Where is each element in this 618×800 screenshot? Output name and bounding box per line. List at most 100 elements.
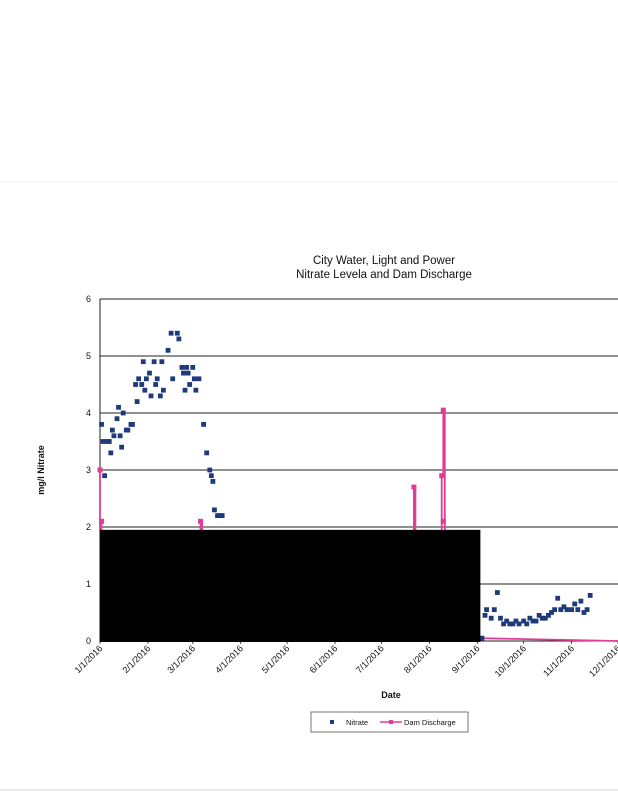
nitrate-point: [136, 376, 142, 382]
chart-title-line1: City Water, Light and Power: [313, 255, 455, 267]
nitrate-point: [159, 359, 165, 365]
nitrate-point: [196, 376, 202, 382]
legend: Nitrate Dam Discharge: [310, 711, 469, 733]
nitrate-point: [494, 590, 500, 595]
y-tick-label: 2: [86, 522, 91, 532]
nitrate-point: [482, 612, 488, 618]
nitrate-point: [165, 347, 171, 353]
nitrate-point: [133, 382, 138, 387]
nitrate-point: [530, 618, 536, 624]
y-tick-label: 4: [86, 408, 91, 418]
nitrate-point: [151, 359, 157, 365]
nitrate-point: [572, 601, 578, 607]
nitrate-point: [219, 513, 225, 518]
nitrate-point: [516, 621, 522, 627]
nitrate-point: [569, 607, 575, 613]
nitrate-point: [168, 330, 174, 336]
nitrate-point: [170, 376, 176, 382]
nitrate-point: [479, 635, 485, 641]
nitrate-point: [191, 376, 197, 382]
nitrate-point: [117, 433, 123, 439]
nitrate-point: [154, 376, 160, 382]
nitrate-point: [527, 615, 533, 621]
nitrate-point: [501, 621, 506, 627]
legend-nitrate-marker: [330, 720, 334, 724]
nitrate-point: [187, 382, 193, 387]
dam-discharge-point: [440, 518, 446, 524]
nitrate-point: [119, 444, 125, 450]
nitrate-point: [134, 399, 140, 404]
dam-discharge-point: [97, 467, 103, 473]
nitrate-point: [130, 422, 135, 427]
dam-discharge-point: [99, 518, 105, 524]
chart-title-line2: Nitrate Levela and Dam Discharge: [296, 269, 472, 281]
nitrate-point: [176, 336, 182, 342]
nitrate-point: [179, 365, 185, 370]
nitrate-point: [201, 422, 206, 427]
nitrate-point: [108, 450, 114, 456]
nitrate-point: [147, 370, 152, 376]
nitrate-point: [100, 439, 106, 444]
dam-discharge-point: [411, 484, 417, 490]
y-tick-label: 3: [86, 465, 91, 475]
nitrate-point: [561, 604, 567, 610]
nitrate-point: [504, 618, 510, 624]
nitrate-point: [204, 450, 210, 456]
y-tick-label: 0: [86, 636, 91, 646]
nitrate-point: [106, 439, 112, 444]
nitrate-point: [210, 479, 216, 484]
nitrate-point: [555, 595, 561, 601]
nitrate-point: [215, 513, 220, 518]
nitrate-point: [498, 615, 503, 621]
nitrate-point: [99, 422, 104, 427]
redaction-block: [100, 529, 481, 642]
nitrate-point: [140, 359, 146, 365]
nitrate-point: [212, 507, 217, 513]
dam-discharge-point: [440, 407, 446, 413]
nitrate-point: [575, 607, 581, 613]
nitrate-point: [491, 607, 497, 613]
nitrate-point: [142, 387, 148, 393]
nitrate-point: [488, 615, 494, 621]
nitrate-point: [507, 621, 513, 627]
nitrate-point: [120, 410, 126, 416]
nitrate-point: [148, 393, 154, 399]
nitrate-point: [584, 607, 590, 613]
nitrate-point: [185, 370, 191, 376]
nitrate-point: [190, 365, 196, 370]
nitrate-point: [193, 387, 199, 393]
nitrate-point: [587, 593, 593, 598]
nitrate-point: [139, 382, 145, 387]
nitrate-point: [542, 615, 548, 621]
y-tick-labels: 0 1 2 3 4 5 6: [86, 294, 91, 646]
dam-discharge-point: [439, 473, 445, 479]
legend-discharge-label: Dam Discharge: [404, 718, 456, 727]
nitrate-point: [521, 618, 527, 624]
legend-discharge-marker: [389, 720, 393, 724]
nitrate-point: [174, 330, 180, 336]
y-tick-label: 1: [86, 579, 91, 589]
nitrate-point: [552, 607, 558, 613]
nitrate-point: [157, 393, 163, 399]
nitrate-point: [125, 427, 131, 433]
y-tick-label: 6: [86, 294, 91, 304]
nitrate-point: [116, 404, 121, 410]
nitrate-point: [524, 621, 530, 627]
legend-nitrate-label: Nitrate: [346, 718, 368, 727]
nitrate-point: [208, 473, 214, 479]
nitrate-point: [114, 416, 120, 422]
nitrate-point: [184, 365, 189, 370]
nitrate-point: [513, 618, 519, 624]
nitrate-point: [153, 382, 159, 387]
dam-discharge-point: [198, 518, 204, 524]
nitrate-point: [109, 427, 115, 433]
nitrate-point: [182, 387, 188, 393]
nitrate-point: [143, 376, 149, 382]
nitrate-point: [549, 610, 554, 615]
nitrate-point: [160, 387, 166, 393]
nitrate-point: [558, 607, 564, 613]
nitrate-point: [484, 607, 489, 613]
nitrate-point: [533, 618, 539, 624]
